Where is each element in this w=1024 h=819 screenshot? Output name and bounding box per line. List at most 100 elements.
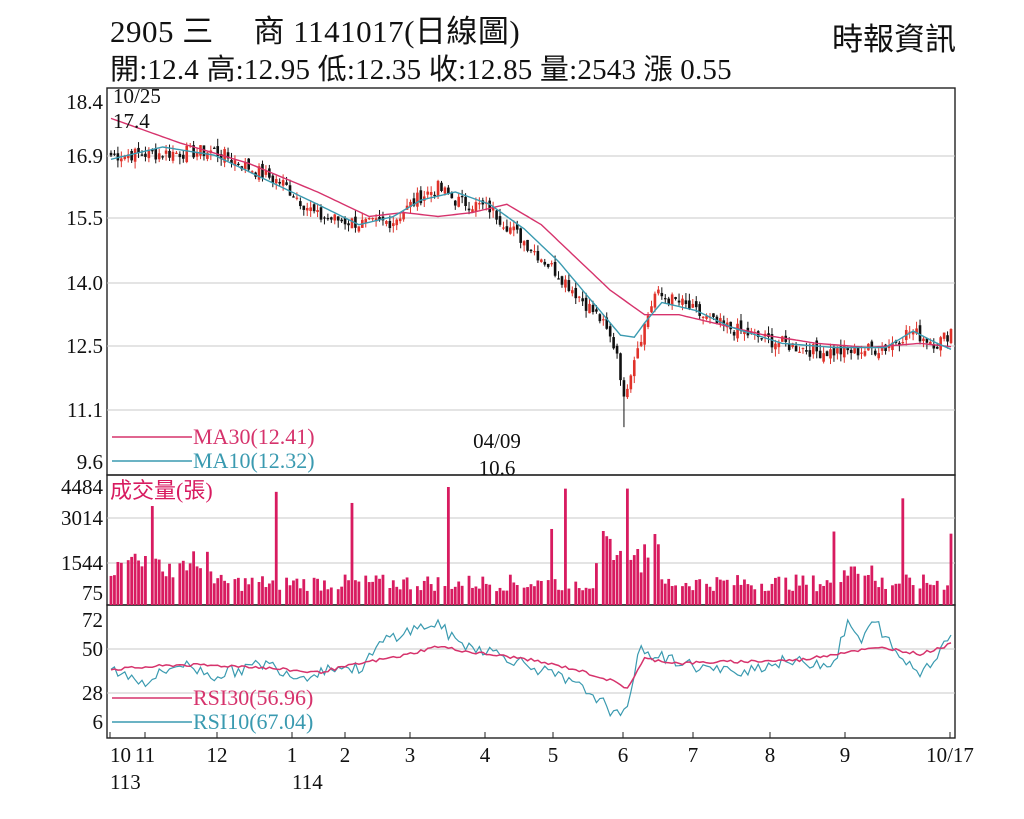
volume-bar <box>815 591 819 605</box>
candle-body <box>123 155 127 160</box>
volume-bar <box>574 581 578 605</box>
year-label: 114 <box>292 770 323 794</box>
volume-bar <box>705 583 708 605</box>
candle-body <box>777 343 781 348</box>
candle-body <box>230 159 233 164</box>
volume-bar <box>767 590 770 605</box>
volume-bar <box>305 590 309 605</box>
candle-body <box>595 309 598 312</box>
candle-body <box>126 154 130 159</box>
price-tick-label: 11.1 <box>67 398 103 422</box>
candle-body <box>543 261 547 265</box>
candle-body <box>336 216 340 221</box>
candle-body <box>319 207 323 220</box>
candle-body <box>491 206 495 211</box>
candle-body <box>925 338 929 343</box>
volume-bar <box>312 577 316 605</box>
candle-body <box>632 360 636 377</box>
volume-bar <box>564 488 567 605</box>
volume-bar <box>250 577 254 605</box>
candle-body <box>357 226 361 232</box>
volume-bar <box>894 583 898 605</box>
volume-bar <box>240 590 244 605</box>
volume-bar <box>395 586 399 605</box>
volume-bar <box>560 590 564 605</box>
candle-body <box>233 160 237 166</box>
candle-body <box>605 317 609 329</box>
candle-body <box>278 181 281 184</box>
annotation-high-date: 10/25 <box>113 84 161 108</box>
candle-body <box>736 323 739 339</box>
candle-body <box>898 342 901 345</box>
candle-body <box>416 192 419 207</box>
candle-body <box>612 337 615 349</box>
candle-body <box>512 226 516 231</box>
candle-body <box>533 251 536 253</box>
legend-label-ma30: MA30(12.41) <box>193 424 315 449</box>
annotation-low-date: 04/09 <box>473 429 521 453</box>
candle-body <box>856 347 860 356</box>
candle-body <box>842 345 846 358</box>
volume-bar <box>161 571 165 605</box>
volume-bar <box>901 498 905 605</box>
volume-bar <box>336 589 340 605</box>
volume-bar <box>144 555 147 605</box>
volume-bar <box>918 588 922 605</box>
volume-bar <box>343 574 347 605</box>
volume-bar <box>188 563 192 605</box>
candle-body <box>684 300 688 304</box>
candle-body <box>347 223 350 226</box>
candle-body <box>615 345 619 354</box>
volume-bar <box>839 582 843 605</box>
volume-tick-label: 75 <box>82 581 103 605</box>
candle-body <box>168 150 171 158</box>
volume-bar <box>718 579 722 605</box>
candle-body <box>130 150 133 161</box>
volume-bar <box>209 571 213 605</box>
candle-body <box>911 331 915 335</box>
volume-bar <box>601 531 605 605</box>
volume-bar <box>526 587 529 605</box>
volume-bar <box>908 577 912 605</box>
volume-bar <box>157 559 161 605</box>
candle-body <box>157 153 161 160</box>
volume-bar <box>467 575 471 605</box>
ma10-line <box>110 146 952 350</box>
candle-body <box>178 153 182 158</box>
volume-bar <box>271 580 275 605</box>
candle-body <box>791 343 794 347</box>
candle-body <box>760 338 763 340</box>
candle-body <box>264 170 268 175</box>
candle-body <box>333 214 337 221</box>
volume-bar <box>450 588 454 605</box>
volume-bar <box>522 587 526 605</box>
candle-body <box>781 336 784 342</box>
candle-body <box>873 350 877 355</box>
candle-body <box>515 224 519 230</box>
volume-bar <box>849 566 853 605</box>
candle-body <box>688 300 691 310</box>
volume-bar <box>787 589 791 605</box>
volume-bar <box>436 577 440 605</box>
volume-bar <box>288 585 292 605</box>
volume-bar <box>539 580 543 605</box>
volume-bar <box>801 575 805 605</box>
candle-body <box>474 202 478 212</box>
volume-bar <box>691 590 695 605</box>
volume-bar <box>770 583 774 605</box>
volume-bar <box>133 553 137 605</box>
volume-bar <box>595 563 598 605</box>
candle-body <box>185 145 189 163</box>
volume-bar <box>488 584 492 605</box>
candle-body <box>505 226 509 232</box>
candle-body <box>722 320 726 325</box>
volume-bar <box>625 488 629 605</box>
volume-bar <box>267 583 271 605</box>
candle-body <box>443 187 447 194</box>
rsi-tick-label: 6 <box>93 710 104 734</box>
volume-bar <box>378 578 381 605</box>
volume-bar <box>219 574 223 605</box>
volume-bar <box>612 560 616 605</box>
price-tick-label: 16.9 <box>66 144 103 168</box>
